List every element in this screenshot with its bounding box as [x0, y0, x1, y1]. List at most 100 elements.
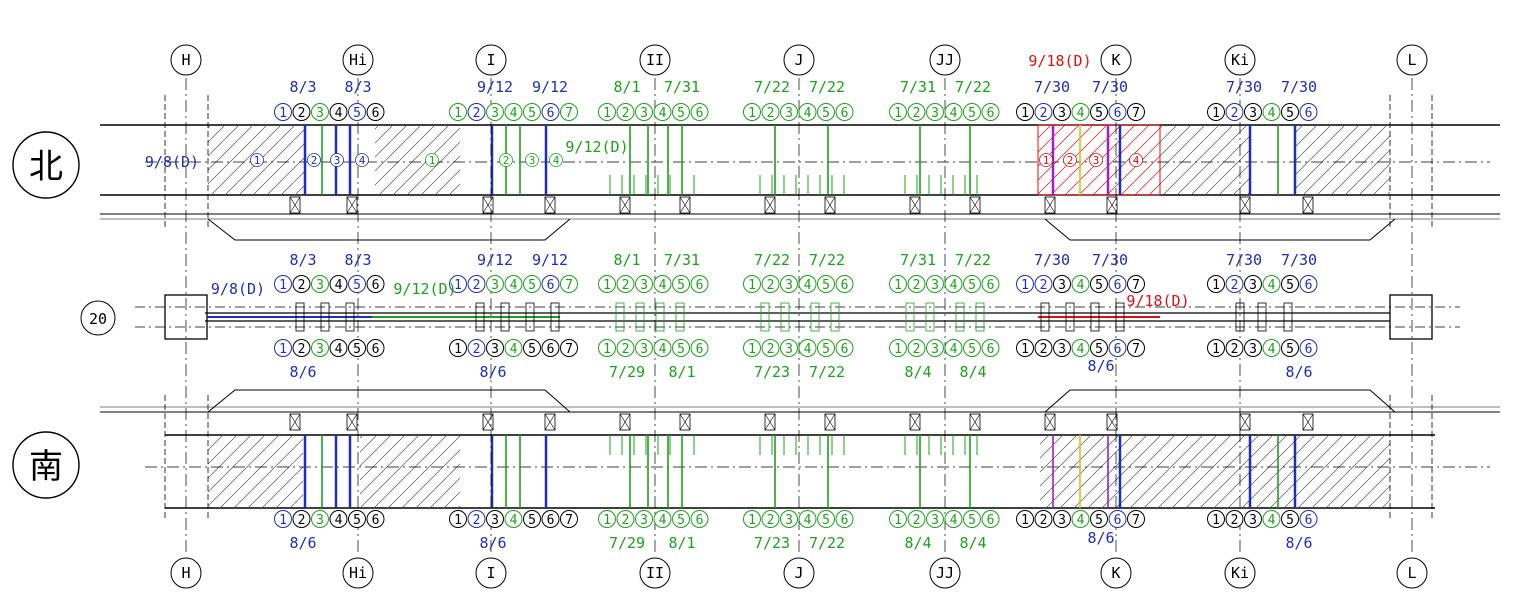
sequence-number: 1 — [454, 513, 462, 528]
grid-bubble-label: H — [181, 564, 190, 582]
sequence-number: 1 — [748, 513, 756, 528]
sequence-number: 6 — [987, 513, 995, 528]
connection-box — [909, 196, 921, 214]
inner-number: 3 — [330, 153, 344, 167]
sequence-number: 5 — [1095, 278, 1103, 293]
date-label: 8/4 — [904, 534, 931, 552]
sequence-circle — [889, 103, 907, 121]
date-label: 9/12 — [532, 251, 568, 269]
sequence-circle — [907, 103, 926, 121]
sequence-circle — [504, 275, 523, 293]
inner-number-text: 1 — [429, 154, 436, 167]
rail-connection — [1257, 302, 1267, 332]
sequence-number: 4 — [1077, 342, 1085, 357]
connection-box — [619, 413, 631, 431]
date-label: 8/6 — [1285, 534, 1312, 552]
date-label: 7/31 — [900, 78, 936, 96]
inner-number-text: 3 — [529, 154, 536, 167]
sequence-number: 2 — [622, 342, 630, 357]
sequence-number: 2 — [298, 342, 306, 357]
sequence-circle — [1053, 510, 1071, 528]
sequence-circle — [1053, 275, 1071, 293]
connection-box — [764, 413, 776, 431]
sequence-number: 1 — [603, 278, 611, 293]
sequence-number: 2 — [767, 278, 775, 293]
sequence-circle — [672, 103, 690, 121]
grid-bubble: Hi — [342, 557, 374, 589]
rail-connection — [975, 302, 985, 332]
sequence-circle — [1207, 275, 1225, 293]
sequence-number: 6 — [987, 106, 995, 121]
date-label: 8/1 — [668, 363, 695, 381]
date-label: 7/22 — [955, 78, 991, 96]
sequence-circle — [1034, 103, 1053, 121]
inner-number: 1 — [250, 153, 264, 167]
stiffener-marks — [207, 125, 1314, 508]
sequence-circle — [817, 103, 835, 121]
sequence-number: 7 — [565, 342, 573, 357]
sequence-number: 1 — [894, 342, 902, 357]
sequence-circle — [743, 275, 761, 293]
sequence-circle — [798, 339, 817, 357]
sequence-number: 4 — [804, 342, 812, 357]
sequence-circle — [635, 339, 653, 357]
sequence-circle — [616, 103, 635, 121]
sequence-number: 5 — [528, 342, 536, 357]
row-label-text: 20 — [89, 310, 107, 328]
sequence-number: 3 — [931, 106, 939, 121]
sequence-number: 4 — [1268, 513, 1276, 528]
date-label: 9/18(D) — [1126, 292, 1189, 310]
sequence-circle — [560, 275, 578, 293]
sequence-circle — [449, 339, 467, 357]
connection-box — [544, 413, 556, 431]
sequence-circle — [449, 510, 467, 528]
sequence-number: 3 — [491, 106, 499, 121]
sequence-number: 5 — [822, 106, 830, 121]
sequence-number: 2 — [298, 106, 306, 121]
date-label: 7/31 — [664, 251, 700, 269]
grid-bubble-label: I — [486, 564, 495, 582]
sequence-circle — [653, 103, 672, 121]
sequence-number: 7 — [565, 278, 573, 293]
sequence-number: 6 — [696, 513, 704, 528]
sequence-number: 6 — [547, 106, 555, 121]
sequence-circle — [926, 275, 944, 293]
date-label: 7/30 — [1226, 251, 1262, 269]
sequence-circle — [944, 275, 963, 293]
sequence-circle — [761, 103, 780, 121]
sequence-circle — [274, 103, 292, 121]
sequence-circle — [1299, 103, 1318, 121]
sequence-number: 4 — [1268, 278, 1276, 293]
sequence-number: 5 — [677, 278, 685, 293]
sequence-number: 3 — [491, 278, 499, 293]
sequence-circle — [835, 275, 854, 293]
date-label: 7/30 — [1092, 251, 1128, 269]
sequence-number: 2 — [767, 106, 775, 121]
sequence-circle — [1127, 339, 1145, 357]
sequence-circle — [1244, 339, 1262, 357]
sequence-number: 4 — [510, 342, 518, 357]
sequence-number: 3 — [931, 342, 939, 357]
sequence-number: 3 — [1249, 278, 1257, 293]
sequence-circle — [329, 275, 348, 293]
sequence-circle — [981, 510, 1000, 528]
rail-connection — [1283, 302, 1293, 332]
connection-box — [909, 413, 921, 431]
sequence-circle — [449, 103, 467, 121]
date-label: 8/3 — [344, 251, 371, 269]
rail-connection — [615, 302, 625, 332]
sequence-number: 4 — [510, 513, 518, 528]
sequence-number: 2 — [1040, 278, 1048, 293]
sequence-circle — [523, 339, 541, 357]
grid-bubble: L — [1396, 557, 1428, 589]
inner-number-text: 1 — [254, 154, 261, 167]
grid-bubble-label: I — [486, 51, 495, 69]
sequence-number: 4 — [1077, 106, 1085, 121]
sequence-circle — [467, 275, 486, 293]
sequence-circle — [889, 275, 907, 293]
sequence-number: 2 — [1040, 513, 1048, 528]
